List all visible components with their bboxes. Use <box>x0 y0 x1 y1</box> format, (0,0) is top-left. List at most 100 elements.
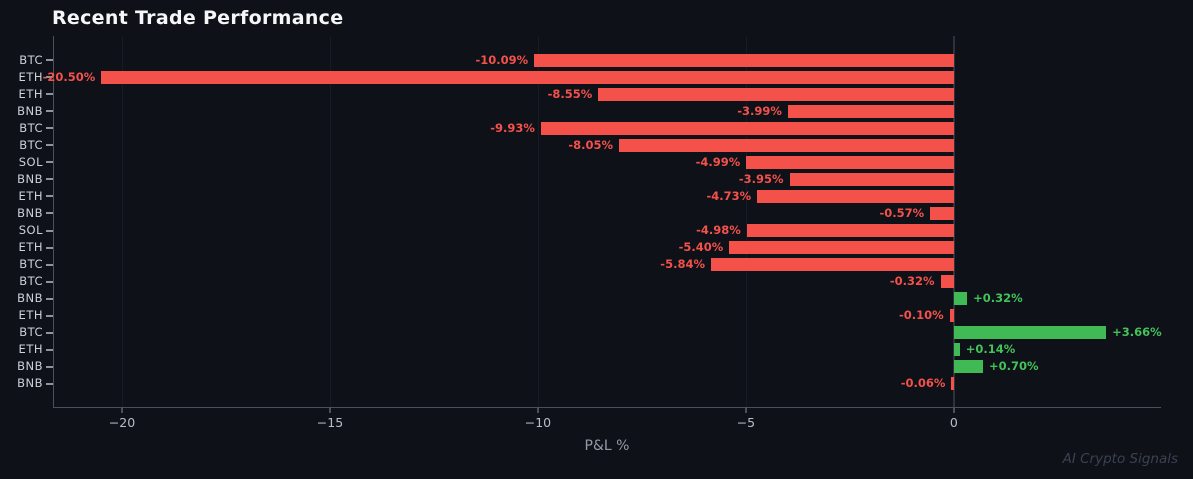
x-tick-mark <box>744 408 747 413</box>
y-tick-label: BNB <box>17 359 43 374</box>
bar-value-label: -8.55% <box>547 86 593 101</box>
y-tick-mark <box>46 229 53 232</box>
y-tick-mark <box>46 263 53 266</box>
bar-value-label: -5.40% <box>678 240 724 255</box>
bar-value-label: -0.10% <box>899 308 944 323</box>
gridline <box>537 36 539 407</box>
y-tick-label: ETH <box>18 308 43 323</box>
bar <box>101 70 954 84</box>
bar-value-label: +0.14% <box>965 342 1016 357</box>
gridline <box>745 36 747 407</box>
y-tick-mark <box>46 195 53 198</box>
y-tick-label: ETH <box>18 342 43 357</box>
y-tick-mark <box>46 76 53 79</box>
y-tick-mark <box>46 127 53 130</box>
y-tick-mark <box>46 59 53 61</box>
y-tick-mark <box>46 331 53 334</box>
x-tick-label: 0 <box>949 415 958 430</box>
bar <box>930 206 954 220</box>
y-tick-mark <box>46 297 53 300</box>
bar-value-label: -5.84% <box>660 257 705 272</box>
x-tick-label: −15 <box>316 415 344 430</box>
bar-value-label: +0.32% <box>973 291 1023 306</box>
y-tick-mark <box>46 178 53 181</box>
y-tick-label: BTC <box>19 120 43 135</box>
bar-value-label: -3.99% <box>737 103 782 118</box>
y-tick-mark <box>46 161 53 164</box>
bar-value-label: -4.73% <box>706 188 752 203</box>
bar <box>598 87 954 101</box>
y-tick-mark <box>46 93 53 96</box>
y-tick-mark <box>46 246 53 249</box>
bar <box>534 53 954 67</box>
bar <box>953 326 1107 340</box>
bar-value-label: +0.70% <box>988 359 1039 374</box>
y-tick-label: BTC <box>19 52 43 67</box>
y-tick-label: ETH <box>18 240 43 255</box>
bar <box>953 292 968 306</box>
y-tick-label: BNB <box>17 103 43 118</box>
x-axis-label: P&L % <box>584 438 630 454</box>
y-tick-mark <box>46 382 53 385</box>
y-axis-spine <box>53 36 54 407</box>
bar <box>746 155 954 169</box>
y-tick-label: BTC <box>19 325 43 340</box>
x-tick-label: −5 <box>736 415 756 430</box>
x-tick-mark <box>329 408 331 413</box>
y-tick-label: BNB <box>17 376 43 391</box>
bar-value-label: -4.98% <box>696 223 741 237</box>
y-tick-mark <box>46 144 53 147</box>
y-tick-label: SOL <box>18 223 43 237</box>
y-tick-mark <box>46 365 53 368</box>
y-tick-label: BNB <box>17 205 43 220</box>
bar <box>540 121 954 135</box>
chart-title: Recent Trade Performance <box>52 7 344 29</box>
watermark: AI Crypto Signals <box>1062 451 1178 467</box>
x-tick-mark <box>536 408 539 413</box>
bar-value-label: -4.99% <box>695 154 741 169</box>
y-tick-mark <box>46 110 53 113</box>
bar <box>710 258 954 272</box>
y-tick-label: ETH <box>18 188 43 203</box>
bar-value-label: -8.05% <box>568 137 614 152</box>
y-tick-label: BNB <box>17 291 43 306</box>
x-tick-mark <box>952 408 955 413</box>
bar <box>953 360 983 374</box>
x-axis-spine <box>53 407 1161 408</box>
zero-gridline <box>952 36 955 407</box>
bar <box>940 275 954 289</box>
bar-value-label: +3.66% <box>1112 325 1162 340</box>
bar <box>729 241 954 255</box>
gridline <box>330 36 331 407</box>
bar <box>746 224 954 237</box>
y-tick-mark <box>46 212 53 215</box>
gridline <box>122 36 124 407</box>
bar-value-label: -20.50% <box>42 69 96 84</box>
y-tick-mark <box>46 314 53 317</box>
y-tick-mark <box>46 348 53 351</box>
y-tick-label: ETH <box>18 86 43 101</box>
bar-value-label: -0.06% <box>900 376 946 391</box>
bar <box>953 343 960 357</box>
bar <box>951 377 954 391</box>
y-tick-label: SOL <box>18 154 43 169</box>
x-tick-label: −20 <box>108 415 136 430</box>
bar <box>757 189 954 203</box>
bar <box>949 309 954 323</box>
y-tick-mark <box>46 280 53 283</box>
bar-value-label: -9.93% <box>490 120 535 135</box>
bar <box>619 138 954 152</box>
bar-value-label: -0.32% <box>889 274 935 289</box>
y-tick-label: BTC <box>19 257 43 272</box>
x-tick-mark <box>121 408 124 413</box>
bar <box>789 172 954 186</box>
bar <box>787 104 954 118</box>
y-tick-label: BTC <box>19 274 43 289</box>
x-tick-label: −10 <box>524 415 552 430</box>
bar-value-label: -10.09% <box>475 52 529 67</box>
y-tick-label: BTC <box>19 137 43 152</box>
y-tick-label: ETH <box>18 69 43 84</box>
bar-value-label: -3.95% <box>738 171 784 186</box>
y-tick-label: BNB <box>17 171 43 186</box>
